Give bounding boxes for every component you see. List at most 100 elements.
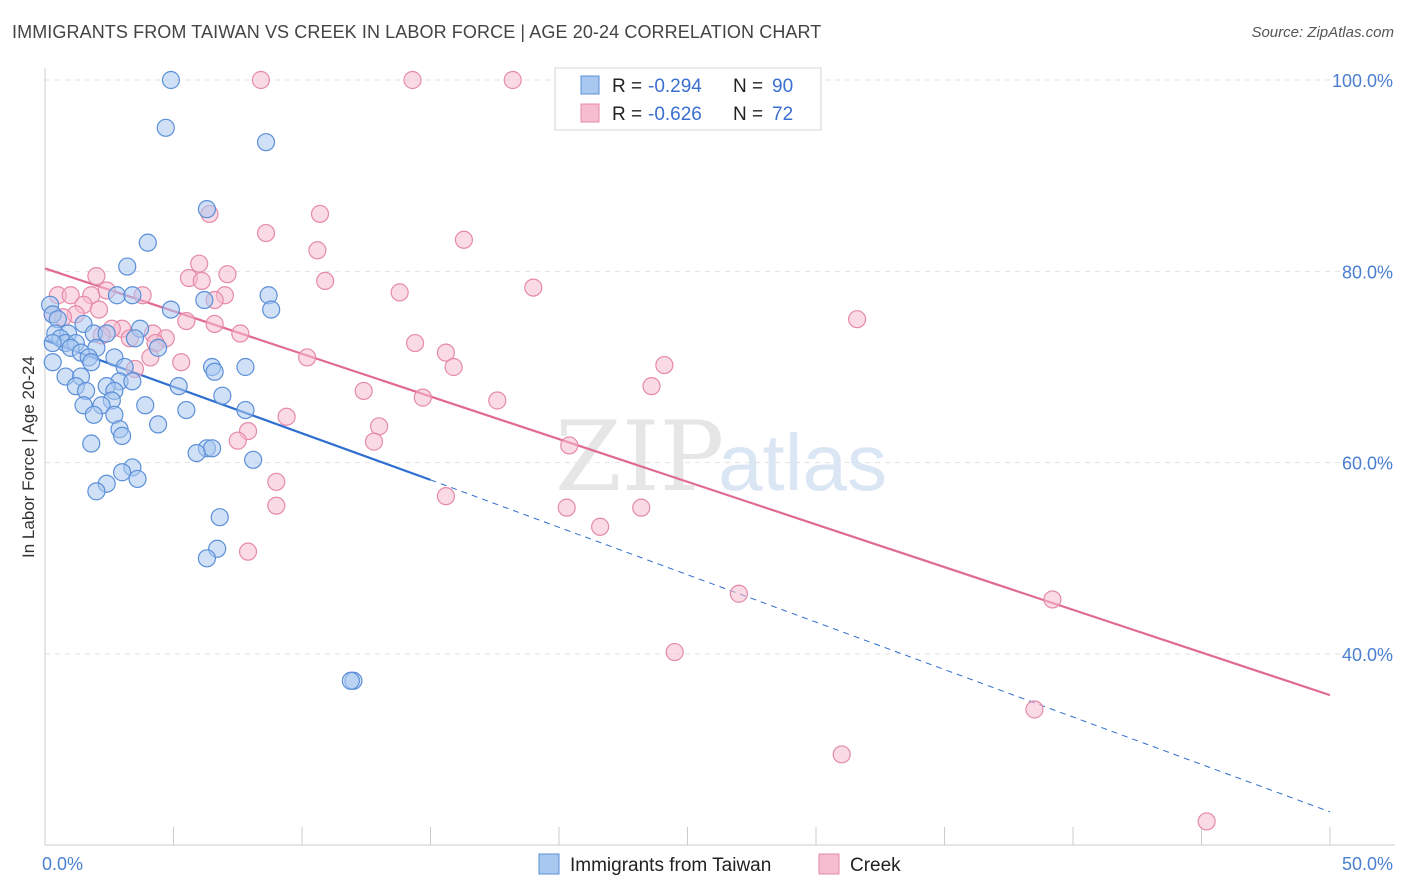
data-points	[41, 70, 1216, 831]
series-points-taiwan	[41, 70, 363, 690]
data-point-creek	[729, 584, 749, 603]
data-point-taiwan	[262, 300, 281, 319]
data-point-taiwan	[197, 200, 217, 219]
y-tick-label: 100.0%	[1332, 71, 1393, 91]
series-swatch-creek	[818, 853, 840, 875]
series-label-creek: Creek	[850, 855, 901, 876]
data-point-creek	[560, 436, 579, 455]
data-point-creek	[642, 377, 661, 396]
data-point-creek	[308, 241, 327, 260]
data-point-taiwan	[341, 671, 360, 690]
data-point-taiwan	[107, 286, 127, 305]
data-point-taiwan	[195, 290, 214, 310]
data-point-creek	[655, 355, 674, 375]
data-point-creek	[436, 487, 456, 506]
data-point-creek	[403, 70, 422, 90]
data-point-taiwan	[43, 333, 62, 353]
chart-title: IMMIGRANTS FROM TAIWAN VS CREEK IN LABOR…	[12, 22, 822, 42]
data-point-taiwan	[128, 469, 147, 489]
data-point-taiwan	[138, 233, 157, 252]
x-tick-label: 50.0%	[1342, 854, 1393, 874]
watermark: ZIP atlas	[555, 401, 887, 513]
data-point-taiwan	[123, 372, 142, 391]
data-point-taiwan	[177, 400, 196, 420]
data-point-taiwan	[118, 257, 137, 276]
data-point-creek	[89, 300, 109, 319]
data-point-creek	[370, 417, 389, 436]
legend-n-value-creek: 72	[772, 104, 793, 125]
data-point-creek	[87, 267, 106, 286]
y-tick-label: 80.0%	[1342, 262, 1393, 282]
series-legend: Immigrants from Taiwan Creek	[538, 853, 901, 876]
x-tick-label: 0.0%	[42, 854, 83, 874]
data-point-creek	[503, 70, 522, 90]
data-point-taiwan	[87, 482, 106, 501]
data-point-taiwan	[125, 329, 145, 348]
data-point-taiwan	[161, 300, 181, 319]
series-points-creek	[43, 70, 1216, 831]
data-point-creek	[251, 70, 270, 90]
data-point-creek	[177, 311, 196, 331]
data-point-creek	[256, 223, 276, 243]
data-point-creek	[1197, 812, 1216, 831]
data-point-creek	[444, 357, 463, 377]
series-label-taiwan: Immigrants from Taiwan	[570, 855, 771, 876]
data-point-taiwan	[236, 400, 255, 420]
data-point-taiwan	[213, 386, 232, 405]
data-point-creek	[832, 745, 851, 764]
data-point-taiwan	[97, 324, 116, 343]
data-point-taiwan	[112, 463, 132, 482]
data-point-taiwan	[82, 434, 101, 453]
data-point-creek	[238, 542, 258, 561]
data-point-creek	[354, 381, 373, 401]
legend-swatch-taiwan	[580, 75, 600, 95]
data-point-taiwan	[197, 549, 217, 568]
stats-legend: R = -0.294 N = 90 R = -0.626 N = 72	[554, 67, 822, 131]
trend-line-extension-taiwan	[430, 479, 1331, 813]
tick-labels: 100.0% 80.0% 60.0% 40.0% 0.0% 50.0%	[42, 71, 1393, 874]
data-point-taiwan	[202, 439, 222, 458]
watermark-atlas: atlas	[718, 418, 887, 507]
data-point-creek	[267, 496, 286, 515]
data-point-taiwan	[123, 286, 142, 305]
data-point-creek	[192, 271, 211, 290]
data-point-taiwan	[236, 357, 255, 377]
legend-r-value-taiwan: -0.294	[648, 76, 702, 97]
data-point-taiwan	[84, 405, 103, 424]
data-point-creek	[524, 278, 543, 297]
data-point-creek	[61, 286, 80, 305]
data-point-creek	[310, 204, 330, 224]
data-point-creek	[205, 314, 224, 334]
data-point-creek	[364, 432, 384, 451]
data-point-creek	[557, 498, 576, 517]
data-point-creek	[405, 333, 425, 353]
data-point-creek	[632, 498, 651, 517]
data-point-creek	[848, 310, 867, 329]
legend-n-label-creek: N =	[733, 104, 763, 125]
legend-swatch-creek	[580, 103, 600, 123]
data-point-taiwan	[136, 396, 155, 415]
data-point-taiwan	[148, 415, 168, 434]
data-point-creek	[1043, 590, 1062, 609]
data-point-taiwan	[43, 353, 62, 372]
legend-r-value-creek: -0.626	[648, 104, 702, 125]
y-tick-label: 60.0%	[1342, 454, 1393, 474]
data-point-creek	[488, 391, 507, 410]
source-label: Source: ZipAtlas.com	[1251, 24, 1394, 41]
legend-n-value-taiwan: 90	[772, 76, 793, 97]
data-point-creek	[316, 271, 335, 290]
data-point-creek	[665, 642, 684, 662]
data-point-creek	[1025, 700, 1044, 719]
trend-line-creek	[44, 267, 1331, 697]
axes	[44, 68, 1395, 846]
data-point-creek	[591, 517, 610, 536]
data-point-creek	[436, 343, 456, 362]
data-point-creek	[277, 407, 296, 426]
data-point-taiwan	[161, 70, 181, 90]
trend-lines	[44, 267, 1331, 813]
legend-n-label-taiwan: N =	[733, 76, 763, 97]
data-point-taiwan	[210, 508, 229, 527]
data-point-creek	[413, 388, 432, 407]
data-point-creek	[190, 254, 209, 273]
data-point-taiwan	[82, 353, 101, 372]
